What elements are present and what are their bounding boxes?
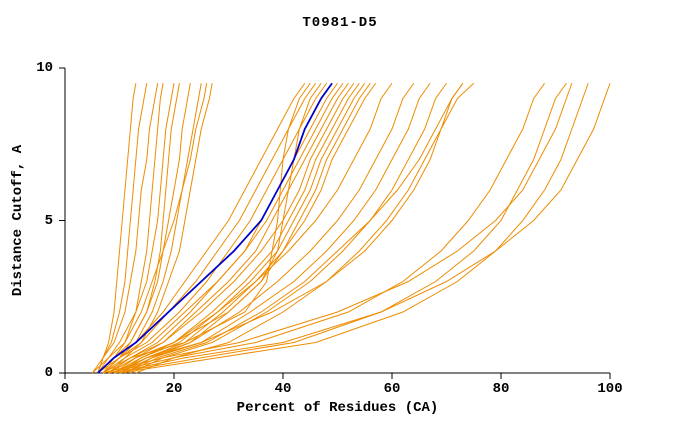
- series-model-34: [119, 83, 589, 374]
- series-model-06: [102, 83, 180, 374]
- series-model-19: [113, 82, 366, 374]
- series-model-13: [97, 82, 328, 374]
- y-tick-label: 10: [36, 60, 53, 76]
- series-model-05: [97, 83, 175, 374]
- series-model-24: [108, 82, 393, 374]
- series-model-03: [91, 83, 159, 374]
- y-tick-label: 5: [44, 212, 53, 229]
- x-tick-label: 40: [274, 381, 292, 397]
- series-model-04: [102, 83, 164, 374]
- x-axis-label: Percent of Residues (CA): [236, 400, 439, 416]
- series-model-21: [119, 82, 377, 374]
- chart-title: T0981-D5: [302, 15, 378, 31]
- series-model-32: [113, 82, 567, 374]
- series-model-17: [108, 82, 355, 374]
- series-model-14: [108, 82, 338, 374]
- x-tick-label: 20: [165, 381, 183, 397]
- series-model-23: [102, 82, 311, 374]
- series-model-27: [130, 82, 447, 374]
- series-model-25: [113, 82, 415, 374]
- series-model-08: [102, 83, 202, 374]
- series-model-31: [108, 82, 546, 374]
- x-tick-label: 80: [492, 381, 510, 397]
- series-model-02: [97, 83, 148, 374]
- series-model-07: [97, 83, 191, 374]
- series-highlighted-model: [97, 82, 333, 374]
- series-model-01: [97, 83, 137, 374]
- series-model-33: [103, 83, 573, 374]
- x-tick-label: 60: [383, 381, 401, 397]
- y-tick-label: 0: [44, 365, 53, 381]
- series-model-10: [108, 83, 213, 374]
- series-model-15: [102, 82, 344, 374]
- series-model-12: [102, 82, 317, 374]
- series-model-28: [124, 82, 464, 374]
- x-tick-label: 0: [60, 381, 70, 397]
- series-model-35: [113, 83, 611, 374]
- x-tick-label: 100: [597, 381, 623, 397]
- series-model-29: [113, 82, 464, 374]
- series-model-30: [135, 82, 475, 374]
- series-model-09: [91, 83, 208, 374]
